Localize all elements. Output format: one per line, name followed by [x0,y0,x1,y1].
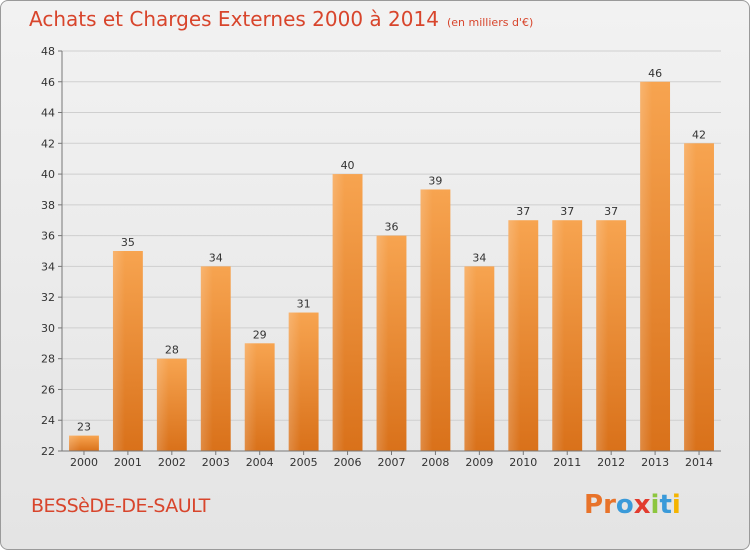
bar-value-label: 37 [560,205,574,218]
y-tick-label: 48 [41,45,55,58]
y-tick-label: 22 [41,445,55,458]
axis-layer: 22 24 26 28 30 32 34 36 38 40 42 44 46 48 2000 2001 2002… [41,45,721,469]
bar-highlight [596,220,627,451]
bar-value-label: 40 [341,159,355,172]
x-tick-label: 2005 [290,456,318,469]
city-name: BESSèDE-DE-SAULT [31,495,210,517]
y-tick-label: 30 [41,322,55,335]
bar-highlight [464,266,495,451]
bar-highlight [288,312,319,451]
y-tick-label: 44 [41,107,55,120]
x-tick-label: 2011 [553,456,581,469]
y-tick-label: 38 [41,199,55,212]
y-tick-label: 34 [41,260,55,273]
x-tick-label: 2006 [334,456,362,469]
bar-value-label: 23 [77,421,91,434]
x-tick-label: 2000 [70,456,98,469]
bar-highlight [684,143,714,452]
y-tick-label: 32 [41,291,55,304]
bar-highlight [420,189,451,451]
y-tick-label: 40 [41,168,55,181]
bar-value-label: 37 [604,205,618,218]
y-tick-label: 28 [41,353,55,366]
bar-value-label: 34 [472,251,486,264]
x-tick-label: 2014 [685,456,713,469]
logo-letter: o [615,490,634,520]
x-tick-label: 2013 [641,456,669,469]
x-tick-label: 2008 [421,456,449,469]
x-tick-label: 2003 [202,456,230,469]
y-tick-label: 24 [41,414,55,427]
bar-value-label: 34 [209,251,223,264]
y-tick-label: 46 [41,76,55,89]
bar-layer: 23 35 28 34 29 31 40 36 39 34 37 37 37 46 42 [69,67,714,452]
bar-value-label: 28 [165,344,179,357]
logo-letter: x [633,490,651,520]
bar-value-label: 46 [648,67,662,80]
proxiti-logo[interactable]: Proxiti [584,490,681,520]
chart-title: Achats et Charges Externes 2000 à 2014 (e… [29,7,533,31]
x-tick-label: 2010 [509,456,537,469]
bar-highlight [200,266,231,451]
title-text: Achats et Charges Externes 2000 à 2014 [29,7,439,31]
bar-highlight [640,81,671,452]
x-tick-label: 2012 [597,456,625,469]
logo-letter: P [584,490,604,520]
logo-letter: r [603,490,616,520]
y-tick-label: 42 [41,137,55,150]
y-tick-label: 36 [41,230,55,243]
bar-highlight [69,435,99,451]
bar-value-label: 29 [253,328,267,341]
bar-value-label: 37 [516,205,530,218]
x-tick-label: 2009 [465,456,493,469]
logo-letter: i [671,490,681,520]
bar-highlight [112,251,143,451]
x-tick-label: 2007 [378,456,406,469]
y-tick-label: 26 [41,383,55,396]
bar-value-label: 39 [428,174,442,187]
bar-highlight [508,220,539,451]
logo-letter: t [659,490,672,520]
bar-highlight [376,235,407,451]
bar-highlight [552,220,583,451]
x-tick-label: 2001 [114,456,142,469]
logo-letter: i [650,490,660,520]
x-tick-label: 2002 [158,456,186,469]
bar-value-label: 36 [385,221,399,234]
bar-value-label: 42 [692,128,706,141]
bar-value-label: 31 [297,298,311,311]
title-unit: (en milliers d'€) [446,16,534,29]
bar-highlight [244,343,275,451]
bar-highlight [332,174,363,452]
bar-value-label: 35 [121,236,135,249]
x-tick-label: 2004 [246,456,274,469]
bar-highlight [156,358,187,451]
